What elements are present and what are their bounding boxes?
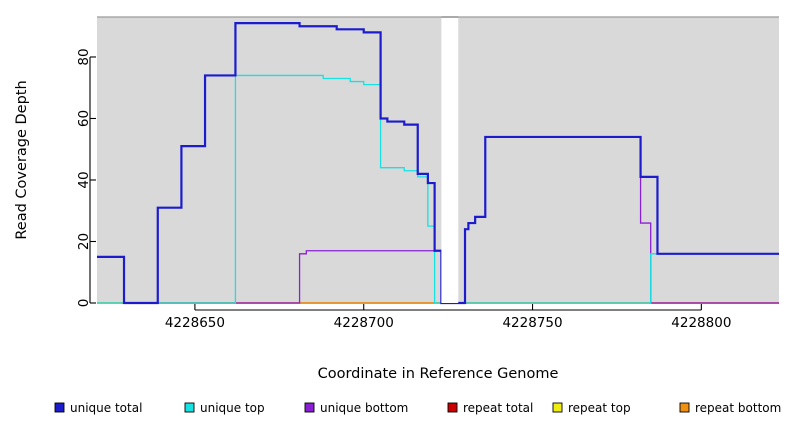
legend-label-repeat-top: repeat top	[568, 401, 631, 415]
legend-swatch-unique-bottom	[304, 402, 315, 413]
x-tick-label-4228650: 4228650	[165, 315, 225, 331]
axes-group: 0 20 40 60 80 4228650 4228700 4228750 4228800	[76, 48, 731, 331]
y-tick-label-20: 20	[76, 233, 92, 250]
x-tick-label-4228700: 4228700	[334, 315, 394, 331]
legend-swatch-repeat-top	[552, 402, 563, 413]
y-tick-label-60: 60	[76, 110, 92, 127]
series-line-unique-total	[97, 22, 779, 305]
plot-panel-background	[97, 17, 779, 303]
data-gap-region-0	[441, 17, 459, 303]
y-tick-label-0: 0	[76, 299, 92, 308]
legend-swatch-unique-total	[54, 402, 65, 413]
x-tick-label-4228800: 4228800	[671, 315, 731, 331]
legend-label-repeat-bottom: repeat bottom	[695, 401, 781, 415]
legend-label-unique-top: unique top	[200, 401, 265, 415]
y-tick-label-80: 80	[76, 48, 92, 65]
series-group	[97, 22, 779, 305]
y-tick-label-40: 40	[76, 171, 92, 188]
x-tick-label-4228750: 4228750	[502, 315, 562, 331]
legend-label-unique-total: unique total	[70, 401, 142, 415]
legend-swatch-unique-top	[184, 402, 195, 413]
y-axis-title: Read Coverage Depth	[14, 80, 30, 239]
chart-legend: unique total unique top unique bottom repea…	[54, 401, 781, 415]
legend-swatch-repeat-total	[447, 402, 458, 413]
legend-label-repeat-total: repeat total	[463, 401, 533, 415]
legend-label-unique-bottom: unique bottom	[320, 401, 408, 415]
legend-swatch-repeat-bottom	[679, 402, 690, 413]
x-axis-title: Coordinate in Reference Genome	[318, 366, 559, 382]
